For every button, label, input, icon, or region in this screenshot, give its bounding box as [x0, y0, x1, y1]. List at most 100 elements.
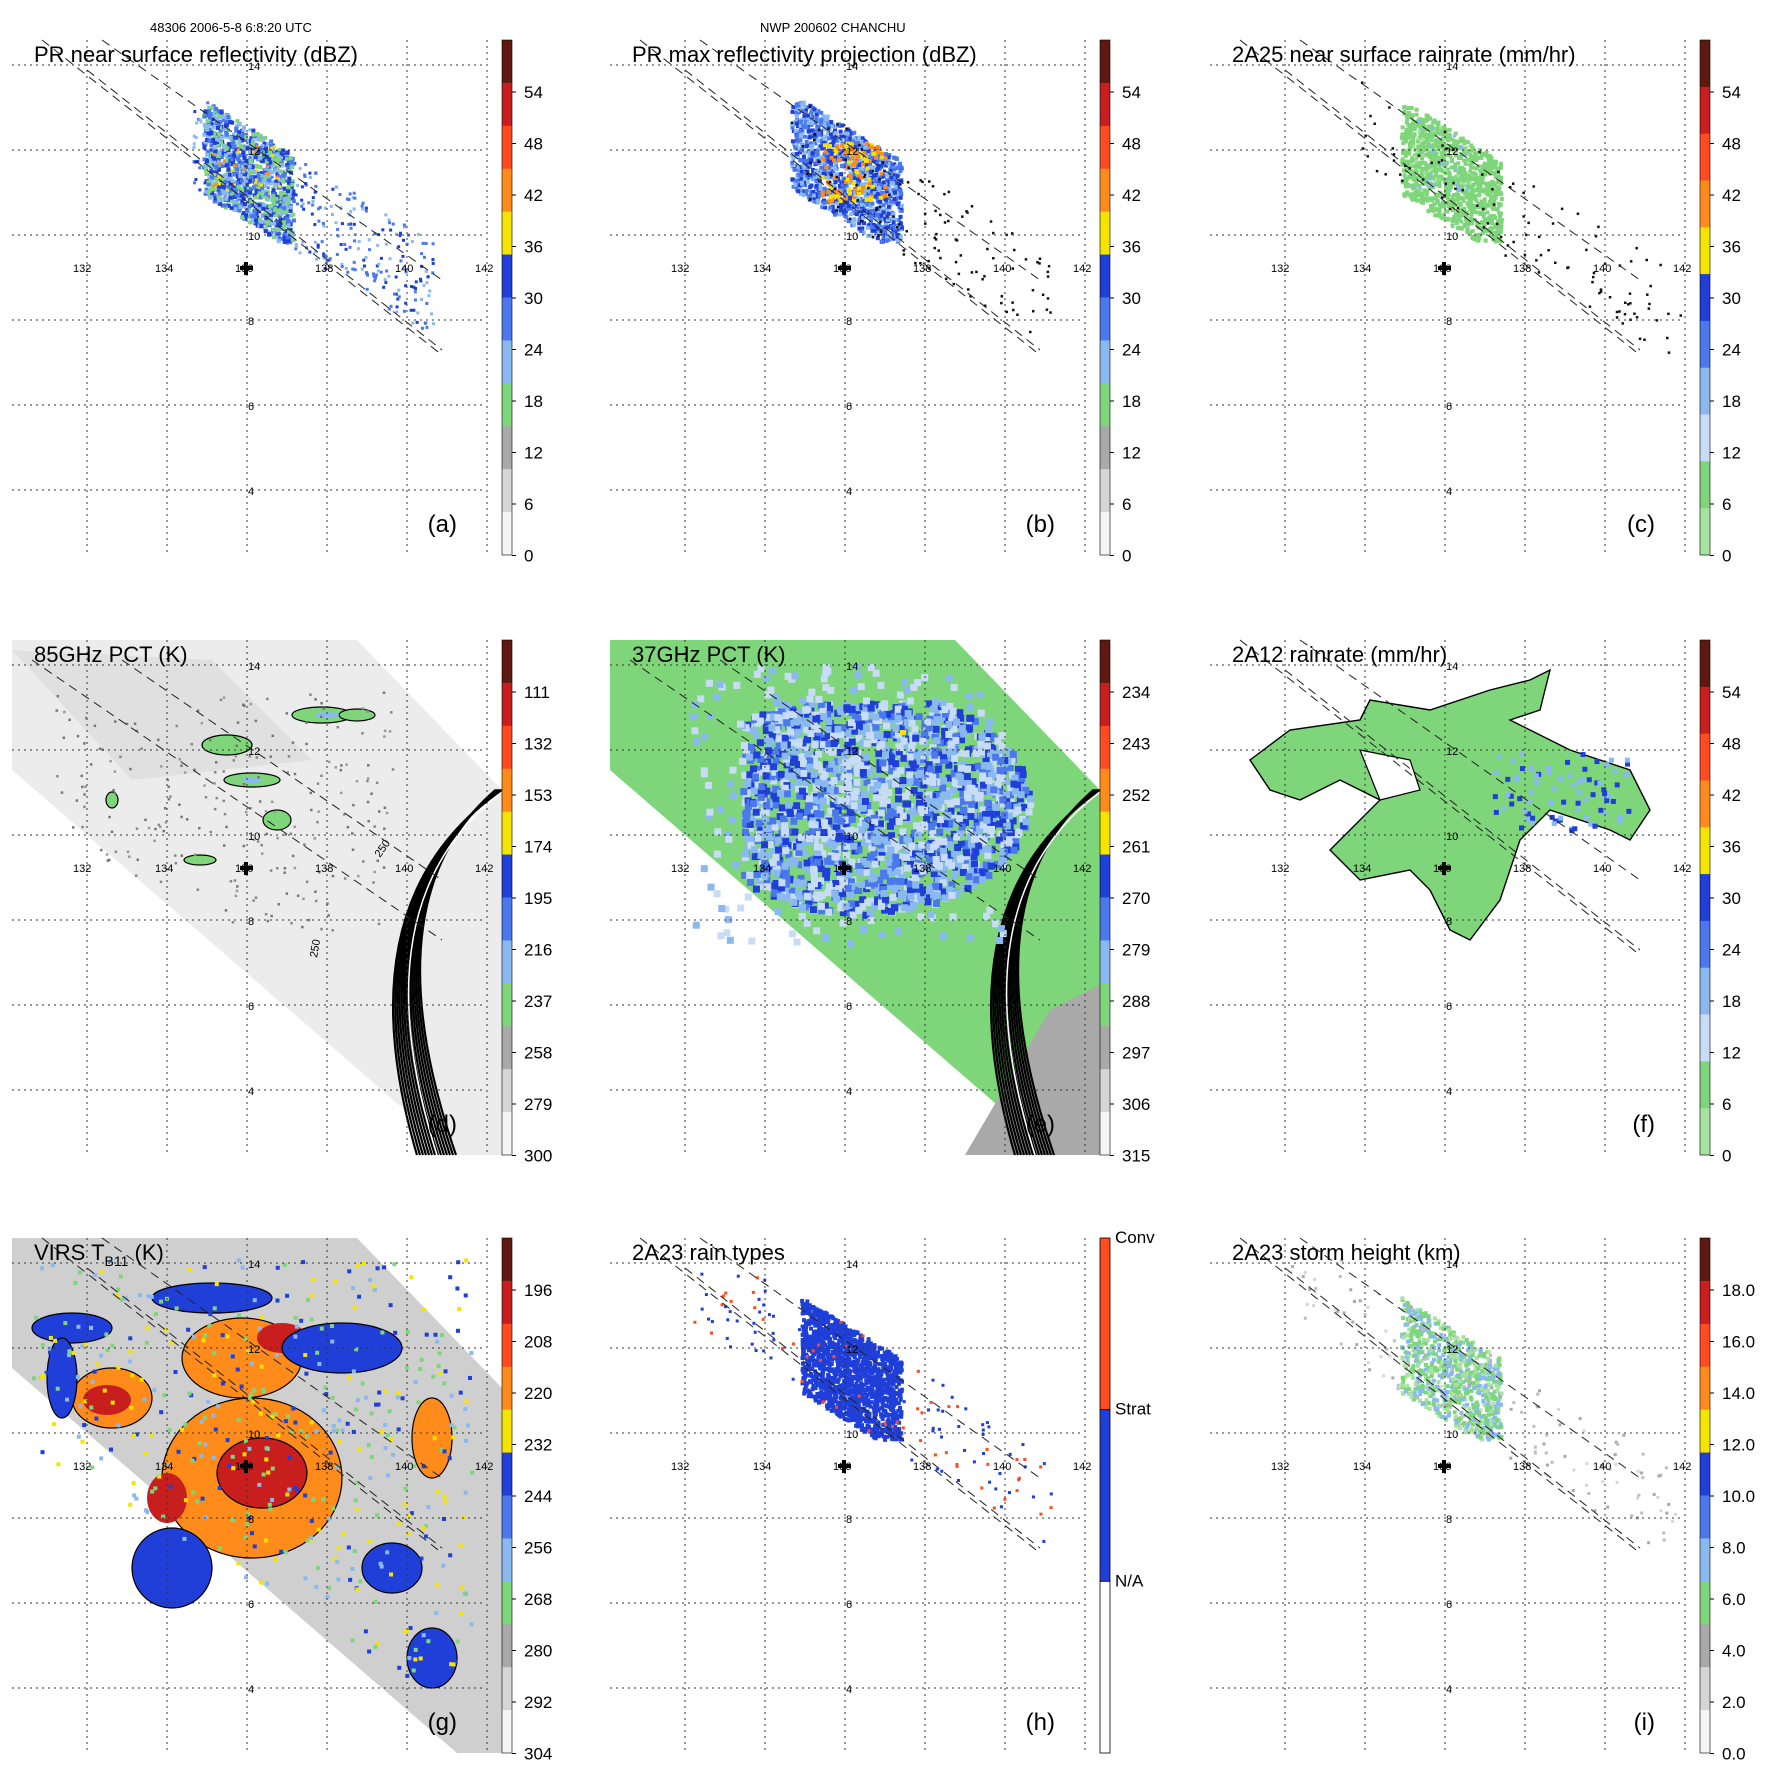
- lat-tick-label: 4: [846, 486, 852, 498]
- colorbar-tick-label: 36: [1722, 238, 1741, 257]
- lon-tick-label: 140: [395, 263, 413, 275]
- panel-label: (i): [1634, 1709, 1655, 1736]
- colorbar-tick-label: 111: [524, 683, 550, 702]
- colorbar-tick-label: 2.0: [1722, 1693, 1746, 1712]
- colorbar-tick-label: 315: [1122, 1147, 1150, 1166]
- lat-tick-label: 14: [248, 661, 260, 673]
- colorbar-tick-label: 256: [524, 1539, 552, 1558]
- lat-tick-label: 14: [846, 661, 858, 673]
- lon-tick-label: 140: [993, 863, 1011, 875]
- lat-tick-label: 8: [1446, 316, 1452, 328]
- colorbar-tick-label: 279: [1122, 941, 1150, 960]
- colorbar-tick-label: 48: [1122, 135, 1141, 154]
- colorbar-tick-label: 8.0: [1722, 1539, 1746, 1558]
- lat-tick-label: 6: [1446, 1599, 1452, 1611]
- colorbar-tick-label: 237: [524, 992, 552, 1011]
- lat-lon-grid: [610, 1238, 1085, 1753]
- colorbar-tick-label: 174: [524, 838, 552, 857]
- colorbar-tick-label: 10.0: [1722, 1487, 1755, 1506]
- colorbar: [1700, 40, 1714, 556]
- panel-label: (a): [428, 511, 457, 538]
- colorbar-tick-label: 243: [1122, 735, 1150, 754]
- colorbar-tick-label: 54: [1122, 83, 1141, 102]
- lat-tick-label: 10: [1446, 831, 1458, 843]
- lat-lon-grid: [1210, 1238, 1685, 1753]
- lat-tick-label: 12: [1446, 1344, 1458, 1356]
- lat-tick-label: 14: [248, 1259, 260, 1271]
- lon-tick-label: 138: [1513, 1461, 1531, 1473]
- panel-label: (h): [1026, 1709, 1055, 1736]
- panel-e: 13213413613814014214121086437GHz PCT (K)…: [610, 640, 1180, 1180]
- panel-title: 37GHz PCT (K): [632, 642, 786, 667]
- lon-tick-label: 142: [1073, 263, 1091, 275]
- colorbar-tick-label: 258: [524, 1044, 552, 1063]
- lat-tick-label: 4: [846, 1086, 852, 1098]
- colorbar-tick-label: 30: [1722, 889, 1741, 908]
- colorbar: [502, 1238, 516, 1754]
- panel-c: 1321341361381401421412108642A25 near sur…: [1210, 40, 1771, 580]
- panel-g: 132134136138140142141210864VIRS TB11 (K)…: [12, 1238, 582, 1778]
- colorbar-tick-label: 6.0: [1722, 1590, 1746, 1609]
- panel-title: PR near surface reflectivity (dBZ): [34, 42, 358, 67]
- lon-tick-label: 140: [1593, 1461, 1611, 1473]
- lon-tick-label: 142: [1673, 263, 1691, 275]
- colorbar: [1700, 1238, 1714, 1754]
- colorbar-tick-label: 54: [1722, 83, 1741, 102]
- panel-a-map: 132134136138140142141210864PR near surfa…: [12, 40, 582, 580]
- colorbar: [1700, 640, 1714, 1156]
- lat-tick-label: 8: [248, 316, 254, 328]
- lat-tick-label: 8: [846, 1514, 852, 1526]
- lat-tick-label: 6: [248, 1001, 254, 1013]
- panel-title: 2A12 rainrate (mm/hr): [1232, 642, 1447, 667]
- colorbar-tick-label: 14.0: [1722, 1384, 1755, 1403]
- colorbar-tick-label: 208: [524, 1333, 552, 1352]
- lon-tick-label: 138: [913, 1461, 931, 1473]
- panel-title: VIRS TB11 (K): [34, 1240, 164, 1269]
- colorbar-tick-label: 12: [1722, 1044, 1741, 1063]
- colorbar-tick-label: 30: [1722, 289, 1741, 308]
- colorbar-tick-label: 279: [524, 1095, 552, 1114]
- lon-tick-label: 134: [1353, 1461, 1371, 1473]
- panel-f: 1321341361381401421412108642A12 rainrate…: [1210, 640, 1771, 1180]
- lat-tick-label: 4: [1446, 1684, 1452, 1696]
- lat-tick-label: 4: [248, 1086, 254, 1098]
- lon-tick-label: 138: [315, 1461, 333, 1473]
- colorbar-tick-label: 30: [524, 289, 543, 308]
- panel-d-map: 25025013213413613814014214121086485GHz P…: [12, 640, 582, 1180]
- panel-i: 1321341361381401421412108642A23 storm he…: [1210, 1238, 1771, 1778]
- colorbar-tick-label: 24: [1722, 941, 1741, 960]
- colorbar-tick-label: 300: [524, 1147, 552, 1166]
- field-h: [693, 1273, 1052, 1543]
- lat-tick-label: 4: [1446, 1086, 1452, 1098]
- lat-tick-label: 8: [1446, 1514, 1452, 1526]
- lat-tick-label: 4: [846, 1684, 852, 1696]
- lon-tick-label: 142: [475, 263, 493, 275]
- colorbar-tick-label: 36: [1122, 238, 1141, 257]
- colorbar-tick-label: 244: [524, 1487, 552, 1506]
- colorbar-tick-label: 12: [1722, 444, 1741, 463]
- panel-label: (d): [428, 1111, 457, 1138]
- colorbar-tick-label: 252: [1122, 786, 1150, 805]
- panel-b: 132134136138140142141210864PR max reflec…: [610, 40, 1180, 580]
- lon-tick-label: 132: [671, 863, 689, 875]
- panel-title: 2A25 near surface rainrate (mm/hr): [1232, 42, 1576, 67]
- lat-tick-label: 12: [248, 1344, 260, 1356]
- colorbar-tick-label: 153: [524, 786, 552, 805]
- colorbar-tick-label: 0: [524, 547, 533, 566]
- lat-tick-label: 12: [846, 746, 858, 758]
- panel-label: (e): [1026, 1111, 1055, 1138]
- panel-title: PR max reflectivity projection (dBZ): [632, 42, 977, 67]
- lat-tick-label: 8: [248, 1514, 254, 1526]
- lat-tick-label: 10: [846, 831, 858, 843]
- lon-tick-label: 142: [1073, 1461, 1091, 1473]
- lat-tick-label: 10: [248, 831, 260, 843]
- lat-tick-label: 12: [1446, 746, 1458, 758]
- colorbar-tick-label: 12: [1122, 444, 1141, 463]
- lat-tick-label: 12: [248, 146, 260, 158]
- panel-title: 2A23 storm height (km): [1232, 1240, 1461, 1265]
- lat-tick-label: 10: [1446, 231, 1458, 243]
- lon-tick-label: 142: [475, 1461, 493, 1473]
- panel-title: 2A23 rain types: [632, 1240, 785, 1265]
- lon-tick-label: 134: [155, 1461, 173, 1473]
- colorbar-tick-label: 42: [1722, 186, 1741, 205]
